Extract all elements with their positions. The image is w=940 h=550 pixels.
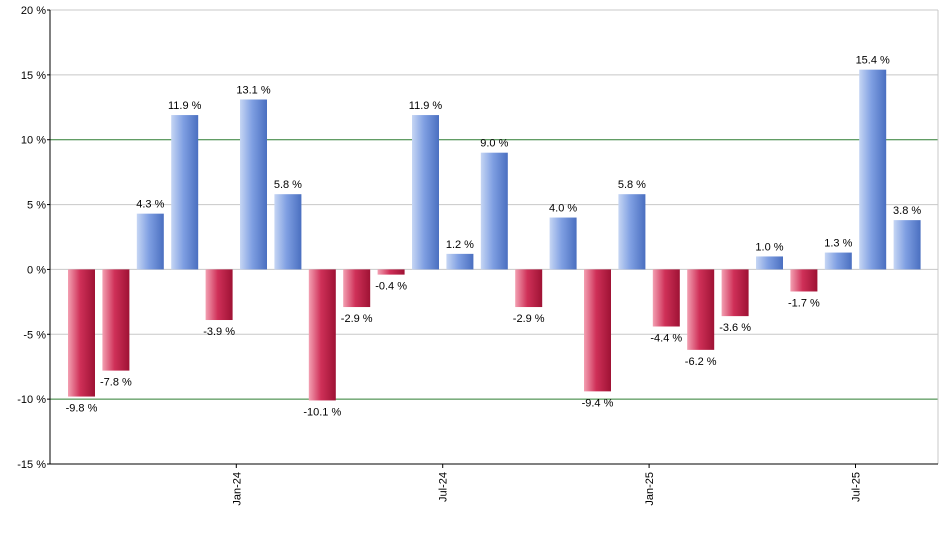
- y-tick-label: 20 %: [21, 5, 46, 17]
- bar-positive: [171, 115, 199, 270]
- bar-negative: [652, 269, 680, 327]
- data-label: 13.1 %: [236, 85, 270, 97]
- bar-negative: [790, 269, 818, 292]
- data-label: -10.1 %: [303, 406, 341, 418]
- bar-negative: [102, 269, 130, 371]
- bar-positive: [274, 194, 302, 270]
- bar-negative: [205, 269, 233, 321]
- y-tick-label: 5 %: [27, 200, 46, 212]
- bar-positive: [893, 220, 921, 270]
- bar-negative: [343, 269, 371, 308]
- data-label: -9.8 %: [66, 403, 98, 415]
- axes: -15 % -10 % -5 % 0 % 5 % 10 % 15 % 20 % Jan-24 Ju…: [17, 5, 938, 506]
- bar-positive: [859, 69, 887, 270]
- data-label: 11.9 %: [168, 100, 202, 112]
- data-label: 5.8 %: [274, 179, 302, 191]
- bar-positive: [412, 115, 439, 270]
- data-label: 1.2 %: [446, 239, 474, 251]
- data-label: 1.0 %: [755, 241, 783, 253]
- data-label: -2.9 %: [341, 313, 373, 325]
- y-tick-label: -10 %: [17, 394, 46, 406]
- bars: [68, 69, 921, 401]
- x-tick-label: Jul-24: [438, 472, 450, 502]
- bar-positive: [618, 194, 646, 270]
- data-label: -3.6 %: [719, 322, 751, 334]
- bar-positive: [480, 152, 508, 270]
- data-label: -9.4 %: [582, 397, 614, 409]
- y-tick-label: 15 %: [21, 70, 46, 82]
- data-label: 5.8 %: [618, 179, 646, 191]
- x-tick-label: Jan-25: [644, 472, 656, 506]
- bar-positive: [136, 213, 164, 270]
- data-label: 15.4 %: [856, 55, 890, 67]
- data-label: -6.2 %: [685, 356, 717, 368]
- x-tick-label: Jan-24: [231, 472, 243, 506]
- data-label: -0.4 %: [375, 281, 407, 293]
- bar-negative: [721, 269, 749, 317]
- bar-positive: [240, 99, 267, 270]
- data-labels: -9.8 % -7.8 % 4.3 % 11.9 % -3.9 % 13.1 % 5.8 %…: [66, 55, 922, 419]
- data-label: 4.3 %: [136, 199, 164, 211]
- bar-positive: [549, 217, 577, 270]
- bar-negative: [515, 269, 543, 308]
- data-label: -7.8 %: [100, 377, 132, 389]
- bar-negative: [308, 269, 336, 401]
- y-tick-label: 10 %: [21, 135, 46, 147]
- data-label: 3.8 %: [893, 205, 921, 217]
- data-label: -1.7 %: [788, 297, 820, 309]
- y-tick-label: -15 %: [17, 459, 46, 471]
- bar-negative: [687, 269, 715, 350]
- bar-positive: [756, 256, 783, 270]
- y-tick-label: -5 %: [23, 329, 46, 341]
- data-label: -2.9 %: [513, 313, 545, 325]
- y-tick-label: 0 %: [27, 264, 46, 276]
- data-label: -3.9 %: [203, 326, 235, 338]
- bar-negative: [584, 269, 611, 392]
- bar-negative: [68, 269, 95, 397]
- data-label: 1.3 %: [824, 238, 852, 250]
- bar-negative: [377, 269, 405, 275]
- data-label: -4.4 %: [650, 333, 682, 345]
- bar-positive: [824, 252, 852, 270]
- x-tick-label: Jul-25: [851, 472, 863, 502]
- data-label: 4.0 %: [549, 203, 577, 215]
- data-label: 11.9 %: [409, 100, 443, 112]
- bar-positive: [446, 253, 474, 270]
- data-label: 9.0 %: [480, 138, 508, 150]
